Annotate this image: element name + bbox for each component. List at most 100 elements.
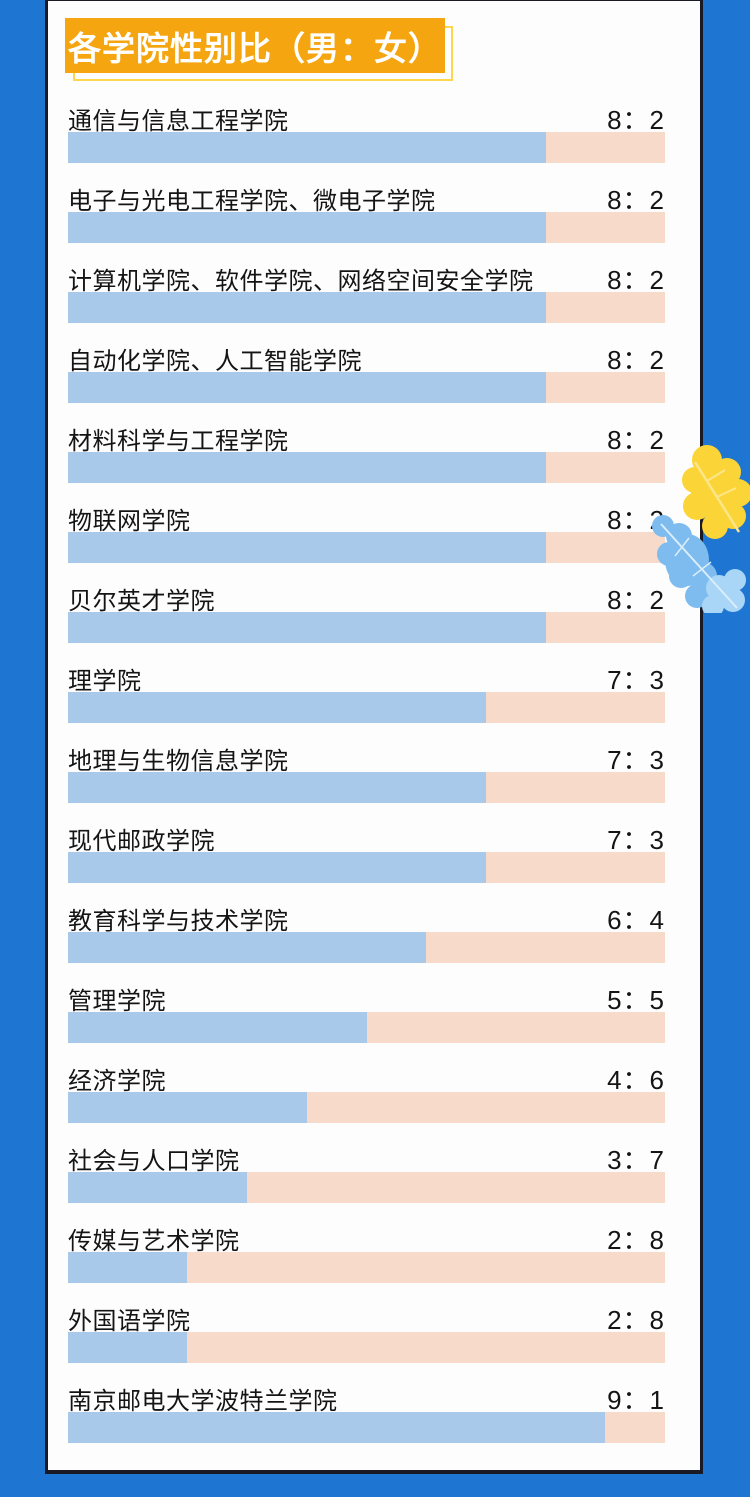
ratio-row-head: 理学院 7：3	[68, 660, 665, 695]
ratio-value: 3：7	[607, 1145, 665, 1175]
female-bar-segment	[545, 132, 665, 163]
college-name: 外国语学院	[68, 1308, 191, 1335]
ratio-row: 材料科学与工程学院 8：2	[68, 420, 665, 500]
ratio-value: 4：6	[607, 1065, 665, 1095]
ratio-value: 8：2	[607, 105, 665, 135]
female-bar-segment	[485, 692, 665, 723]
ratio-row: 经济学院 4：6	[68, 1060, 665, 1140]
female-bar-segment	[545, 212, 665, 243]
ratio-row-head: 管理学院 5：5	[68, 980, 665, 1015]
ratio-value: 6：4	[607, 905, 665, 935]
college-name: 材料科学与工程学院	[68, 428, 289, 455]
ratio-row: 计算机学院、软件学院、网络空间安全学院 8：2	[68, 260, 665, 340]
college-name: 地理与生物信息学院	[68, 748, 289, 775]
female-bar-segment	[306, 1092, 665, 1123]
college-name: 教育科学与技术学院	[68, 908, 289, 935]
ratio-row-head: 现代邮政学院 7：3	[68, 820, 665, 855]
ratio-row-head: 通信与信息工程学院 8：2	[68, 100, 665, 135]
female-bar-segment	[485, 772, 665, 803]
ratio-row-head: 外国语学院 2：8	[68, 1300, 665, 1335]
ratio-bar	[68, 452, 665, 483]
ratio-bar	[68, 1012, 665, 1043]
ratio-bar	[68, 292, 665, 323]
ratio-row-head: 教育科学与技术学院 6：4	[68, 900, 665, 935]
female-bar-segment	[426, 932, 665, 963]
ratio-value: 2：8	[607, 1225, 665, 1255]
college-name: 理学院	[68, 668, 142, 695]
ratio-bar	[68, 532, 665, 563]
ratio-row-head: 材料科学与工程学院 8：2	[68, 420, 665, 455]
ratio-bar	[68, 1252, 665, 1283]
ratio-row: 社会与人口学院 3：7	[68, 1140, 665, 1220]
male-bar-segment	[68, 452, 546, 483]
male-bar-segment	[68, 852, 486, 883]
ratio-value: 5：5	[607, 985, 665, 1015]
ratio-bar	[68, 1092, 665, 1123]
ratio-row-head: 自动化学院、人工智能学院 8：2	[68, 340, 665, 375]
male-bar-segment	[68, 772, 486, 803]
ratio-row-head: 贝尔英才学院 8：2	[68, 580, 665, 615]
ratio-row: 教育科学与技术学院 6：4	[68, 900, 665, 980]
ratio-row: 现代邮政学院 7：3	[68, 820, 665, 900]
male-bar-segment	[68, 532, 546, 563]
male-bar-segment	[68, 212, 546, 243]
ratio-row-head: 计算机学院、软件学院、网络空间安全学院 8：2	[68, 260, 665, 295]
ratio-list: 通信与信息工程学院 8：2 电子与光电工程学院、微电子学院 8：2 计算机学院、…	[68, 100, 665, 1460]
ratio-row: 贝尔英才学院 8：2	[68, 580, 665, 660]
ratio-row: 电子与光电工程学院、微电子学院 8：2	[68, 180, 665, 260]
ratio-value: 9：1	[607, 1385, 665, 1415]
ratio-value: 8：2	[607, 265, 665, 295]
male-bar-segment	[68, 1012, 367, 1043]
ratio-row-head: 社会与人口学院 3：7	[68, 1140, 665, 1175]
female-bar-segment	[545, 372, 665, 403]
ratio-row: 外国语学院 2：8	[68, 1300, 665, 1380]
ratio-bar	[68, 772, 665, 803]
ratio-bar	[68, 372, 665, 403]
ratio-row: 地理与生物信息学院 7：3	[68, 740, 665, 820]
ratio-value: 8：2	[607, 585, 665, 615]
male-bar-segment	[68, 132, 546, 163]
ratio-bar	[68, 212, 665, 243]
ratio-row: 传媒与艺术学院 2：8	[68, 1220, 665, 1300]
ratio-row-head: 传媒与艺术学院 2：8	[68, 1220, 665, 1255]
male-bar-segment	[68, 1252, 188, 1283]
ratio-bar	[68, 1172, 665, 1203]
ratio-row: 管理学院 5：5	[68, 980, 665, 1060]
female-bar-segment	[247, 1172, 665, 1203]
male-bar-segment	[68, 692, 486, 723]
ratio-row: 理学院 7：3	[68, 660, 665, 740]
female-bar-segment	[187, 1332, 665, 1363]
section-title-banner: 各学院性别比（男：女）	[65, 18, 453, 81]
college-name: 电子与光电工程学院、微电子学院	[68, 188, 436, 215]
ratio-row: 通信与信息工程学院 8：2	[68, 100, 665, 180]
ratio-row: 自动化学院、人工智能学院 8：2	[68, 340, 665, 420]
ratio-bar	[68, 1332, 665, 1363]
ratio-value: 7：3	[607, 665, 665, 695]
college-name: 自动化学院、人工智能学院	[68, 348, 362, 375]
ratio-value: 8：2	[607, 345, 665, 375]
female-bar-segment	[545, 532, 665, 563]
college-name: 南京邮电大学波特兰学院	[68, 1388, 338, 1415]
ratio-row: 南京邮电大学波特兰学院 9：1	[68, 1380, 665, 1460]
blue-leaf-icon	[652, 515, 746, 613]
male-bar-segment	[68, 1172, 248, 1203]
content-card: 各学院性别比（男：女） 通信与信息工程学院 8：2 电子与光电工程学院、微电子学…	[45, 0, 703, 1474]
college-name: 物联网学院	[68, 508, 191, 535]
ratio-bar	[68, 612, 665, 643]
leaf-decoration	[652, 445, 750, 613]
college-name: 通信与信息工程学院	[68, 108, 289, 135]
ratio-bar	[68, 1412, 665, 1443]
male-bar-segment	[68, 612, 546, 643]
ratio-row-head: 物联网学院 8：2	[68, 500, 665, 535]
title-box: 各学院性别比（男：女）	[65, 18, 445, 73]
ratio-bar	[68, 852, 665, 883]
college-name: 经济学院	[68, 1068, 166, 1095]
college-name: 传媒与艺术学院	[68, 1228, 240, 1255]
female-bar-segment	[366, 1012, 665, 1043]
college-name: 贝尔英才学院	[68, 588, 215, 615]
page-title: 各学院性别比（男：女）	[68, 29, 442, 67]
female-bar-segment	[545, 452, 665, 483]
ratio-value: 8：2	[607, 185, 665, 215]
female-bar-segment	[605, 1412, 665, 1443]
